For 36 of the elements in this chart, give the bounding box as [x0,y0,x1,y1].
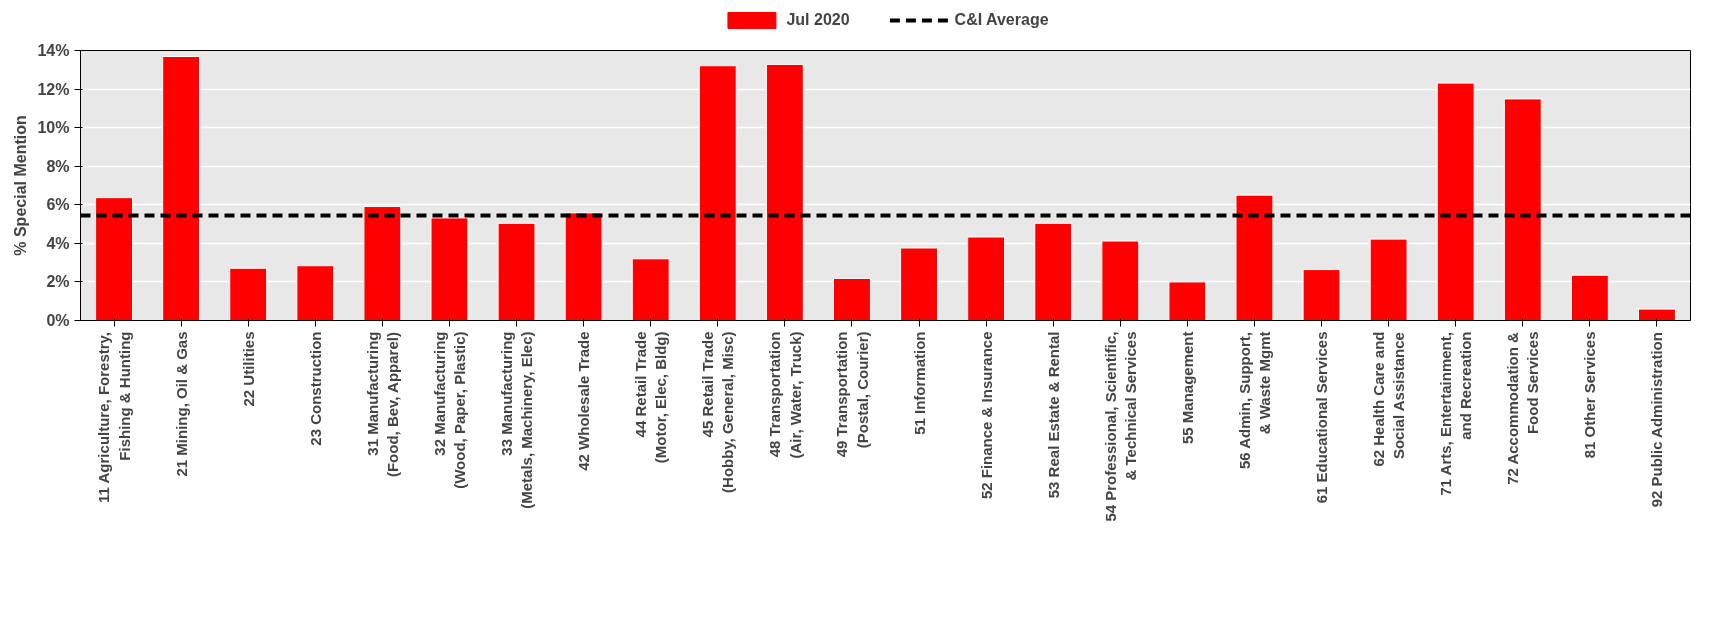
x-tick-label: 33 Manufacturing (Metals, Machinery, Elec) [497,331,536,509]
x-tick-label: 23 Construction [306,331,324,446]
x-tick-label: 42 Wholesale Trade [575,331,593,471]
x-tick-label: 44 Retail Trade (Motor, Elec, Bldg) [632,331,670,464]
y-tick-label: 6% [46,196,70,214]
x-tick-label: 52 Finance & Insurance [977,331,995,500]
x-tick-label: 71 Arts, Entertainment, and Recreation [1437,331,1475,496]
x-tick-label: 56 Admin, Support, & Waste Mgmt [1235,331,1274,469]
x-tick-label: 22 Utilities [239,331,257,407]
x-tick-label: 45 Retail Trade (Hobby, General, Misc) [699,331,737,493]
y-tick-label: 2% [46,273,70,291]
y-tick-label: 12% [37,80,70,98]
x-tick-label: 61 Educational Services [1313,331,1331,504]
x-tick-label: 92 Public Administration [1648,332,1666,508]
legend-label: Jul 2020 [786,11,850,29]
x-tick-label: 72 Accommodation & Food Services [1504,331,1542,485]
x-tick-label: 48 Transportation (Air, Water, Truck) [766,331,804,459]
y-tick-label: 10% [37,119,70,137]
x-tick-label: 51 Information [910,331,928,435]
x-tick-label: 81 Other Services [1581,331,1599,459]
y-tick-label: 0% [46,312,70,329]
bar [1638,308,1676,321]
x-tick-label: 21 Mining, Oil & Gas [172,331,190,477]
x-tick-label: 55 Management [1178,331,1196,445]
legend-label: C&I Average [954,11,1049,29]
x-tick-label: 54 Professional, Scientific, & Technical Services [1101,331,1139,522]
x-tick-label: 11 Agriculture, Forestry, Fishing & Hunting [95,331,133,503]
x-tick-label: 32 Manufacturing (Wood, Paper, Plastic) [430,331,469,489]
x-tick-label: 53 Real Estate & Rental [1044,331,1062,499]
y-tick-label: 4% [46,234,70,252]
y-tick-label: 14% [37,42,70,59]
x-tick-label: 62 Health Care and Social Assistance [1369,331,1408,467]
x-tick-label: 31 Manufacturing (Food, Bev, Apparel) [363,331,402,478]
x-tick-label: 49 Transportation (Postal, Courier) [833,331,871,458]
y-tick-label: 8% [46,157,70,175]
y-axis-title: % Special Mention [12,115,30,256]
